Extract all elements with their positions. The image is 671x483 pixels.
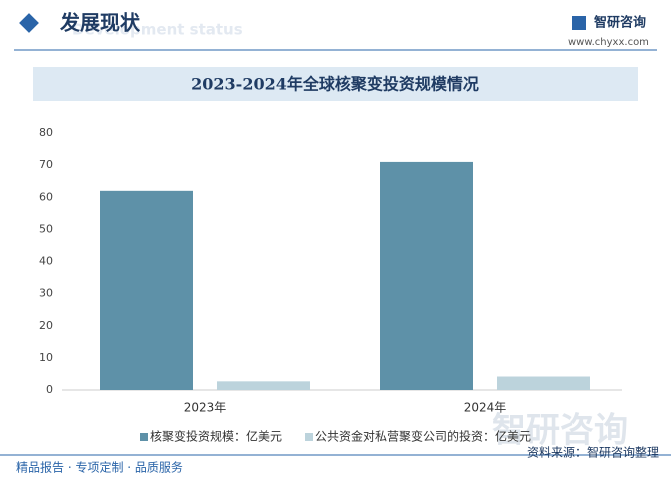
header-title: 发展现状 — [59, 11, 141, 35]
legend-swatch — [305, 433, 313, 441]
x-tick-label: 2023年 — [184, 401, 227, 415]
y-tick-label: 80 — [39, 126, 53, 139]
y-tick-label: 50 — [39, 222, 53, 235]
y-tick-label: 40 — [39, 255, 53, 268]
bar — [497, 376, 590, 390]
x-tick-label: 2024年 — [464, 401, 507, 415]
y-tick-label: 10 — [39, 351, 53, 364]
legend-label: 公共资金对私营聚变公司的投资：亿美元 — [315, 429, 531, 444]
bar — [380, 161, 473, 390]
bar — [217, 381, 310, 390]
watermark: 智研咨询 — [492, 411, 628, 451]
legend-swatch — [140, 433, 148, 441]
header-icon — [19, 13, 39, 33]
logo-name: 智研咨询 — [594, 15, 646, 31]
title-banner — [33, 67, 638, 101]
header-subtitle: Development status — [72, 21, 243, 39]
chart-title: 2023-2024年全球核聚变投资规模情况 — [191, 75, 479, 94]
y-tick-label: 70 — [39, 158, 53, 171]
y-tick-label: 0 — [46, 383, 53, 396]
logo-url: www.chyxx.com — [568, 37, 649, 48]
footer-source: 资料来源：智研咨询整理 — [527, 445, 659, 460]
y-tick-label: 20 — [39, 319, 53, 332]
logo-icon — [572, 16, 586, 30]
legend-label: 核聚变投资规模：亿美元 — [150, 429, 282, 444]
footer-left: 精品报告 · 专项定制 · 品质服务 — [16, 460, 183, 475]
y-tick-label: 30 — [39, 287, 53, 300]
bar — [100, 190, 193, 390]
y-tick-label: 60 — [39, 190, 53, 203]
